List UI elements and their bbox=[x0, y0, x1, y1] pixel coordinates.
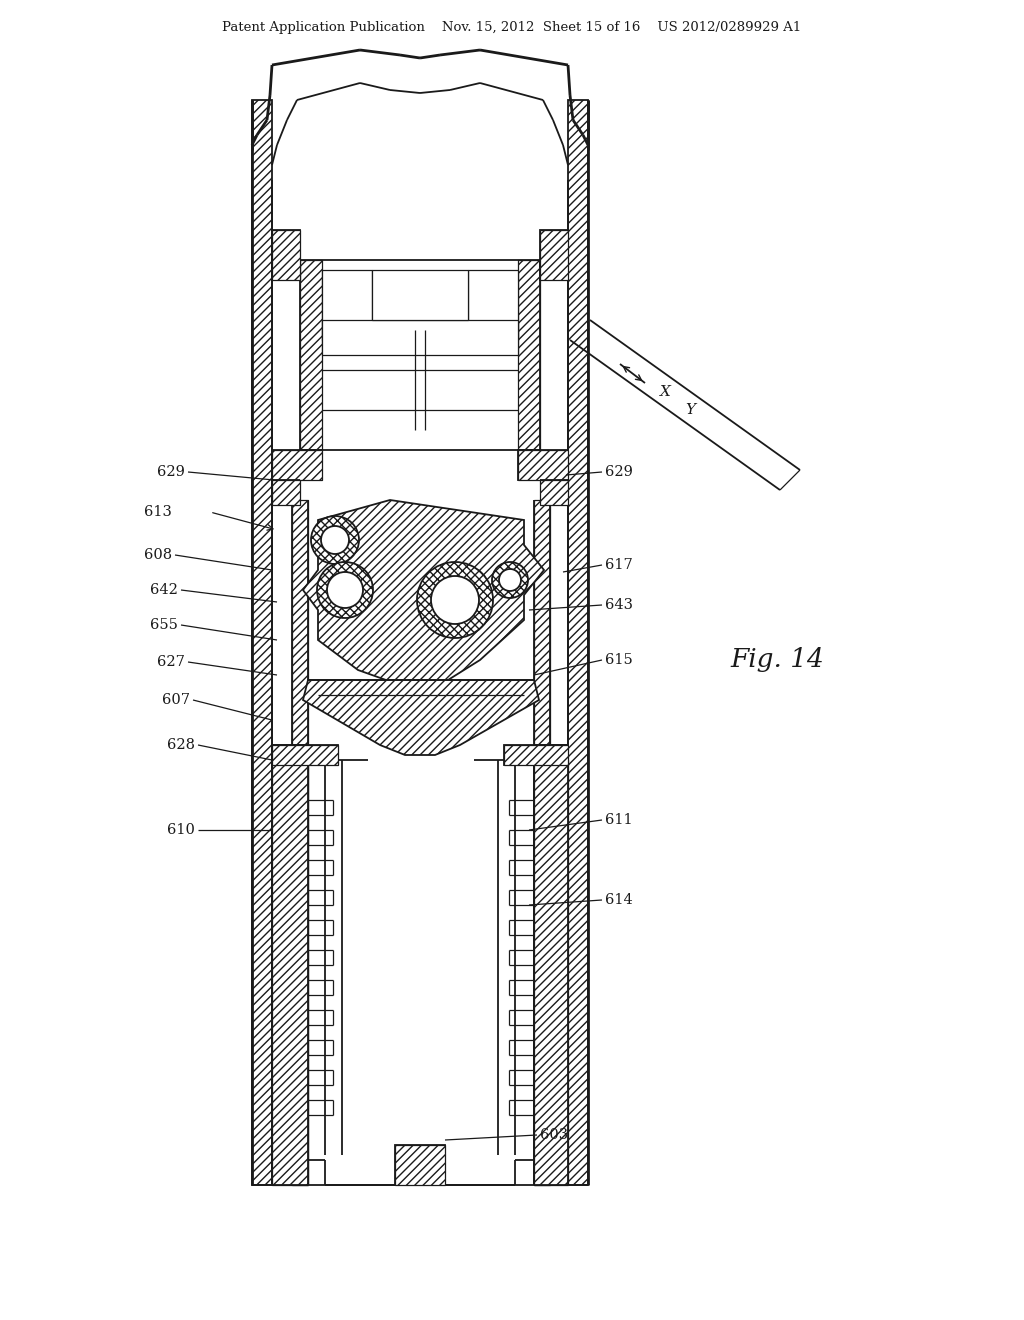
Bar bbox=[534, 760, 568, 1185]
Bar bbox=[272, 744, 338, 766]
Text: 629: 629 bbox=[605, 465, 633, 479]
Bar bbox=[518, 450, 568, 480]
Circle shape bbox=[321, 525, 349, 554]
Text: 611: 611 bbox=[605, 813, 633, 828]
Bar bbox=[272, 480, 300, 506]
Bar bbox=[272, 230, 300, 280]
Circle shape bbox=[417, 562, 493, 638]
Bar bbox=[568, 100, 588, 1185]
Bar bbox=[504, 744, 568, 766]
Bar bbox=[518, 450, 568, 480]
Text: 610: 610 bbox=[167, 822, 195, 837]
Bar bbox=[300, 260, 322, 450]
Text: 608: 608 bbox=[144, 548, 172, 562]
Bar bbox=[272, 450, 322, 480]
Bar bbox=[540, 230, 568, 280]
Circle shape bbox=[431, 576, 479, 624]
Text: 603: 603 bbox=[540, 1129, 568, 1142]
Bar bbox=[322, 319, 518, 355]
Text: 643: 643 bbox=[605, 598, 633, 612]
Bar bbox=[272, 744, 338, 766]
Text: 629: 629 bbox=[157, 465, 185, 479]
Text: X: X bbox=[660, 385, 671, 399]
Text: 617: 617 bbox=[605, 558, 633, 572]
Text: Y: Y bbox=[685, 403, 695, 417]
Bar bbox=[395, 1144, 445, 1185]
Text: 655: 655 bbox=[151, 618, 178, 632]
Bar bbox=[272, 230, 300, 280]
Text: 628: 628 bbox=[167, 738, 195, 752]
Circle shape bbox=[317, 562, 373, 618]
Text: 627: 627 bbox=[157, 655, 185, 669]
Bar bbox=[252, 100, 272, 1185]
Text: Patent Application Publication    Nov. 15, 2012  Sheet 15 of 16    US 2012/02899: Patent Application Publication Nov. 15, … bbox=[222, 21, 802, 33]
Bar bbox=[292, 500, 308, 1185]
Bar bbox=[468, 271, 518, 341]
Polygon shape bbox=[303, 680, 539, 755]
Bar bbox=[395, 1144, 445, 1185]
Text: 642: 642 bbox=[151, 583, 178, 597]
Bar bbox=[504, 744, 568, 766]
Bar bbox=[540, 480, 568, 506]
Bar bbox=[322, 271, 372, 341]
Text: 614: 614 bbox=[605, 894, 633, 907]
Circle shape bbox=[327, 572, 362, 609]
Bar bbox=[272, 760, 308, 1185]
Text: 613: 613 bbox=[144, 506, 172, 519]
Bar bbox=[372, 271, 468, 319]
Circle shape bbox=[499, 569, 521, 591]
Polygon shape bbox=[303, 500, 544, 685]
Circle shape bbox=[311, 516, 359, 564]
Bar bbox=[534, 500, 550, 1185]
Bar bbox=[540, 230, 568, 280]
Bar bbox=[518, 260, 540, 450]
Text: 607: 607 bbox=[162, 693, 190, 708]
Text: Fig. 14: Fig. 14 bbox=[730, 648, 823, 672]
Bar bbox=[272, 450, 322, 480]
Text: 615: 615 bbox=[605, 653, 633, 667]
Circle shape bbox=[492, 562, 528, 598]
